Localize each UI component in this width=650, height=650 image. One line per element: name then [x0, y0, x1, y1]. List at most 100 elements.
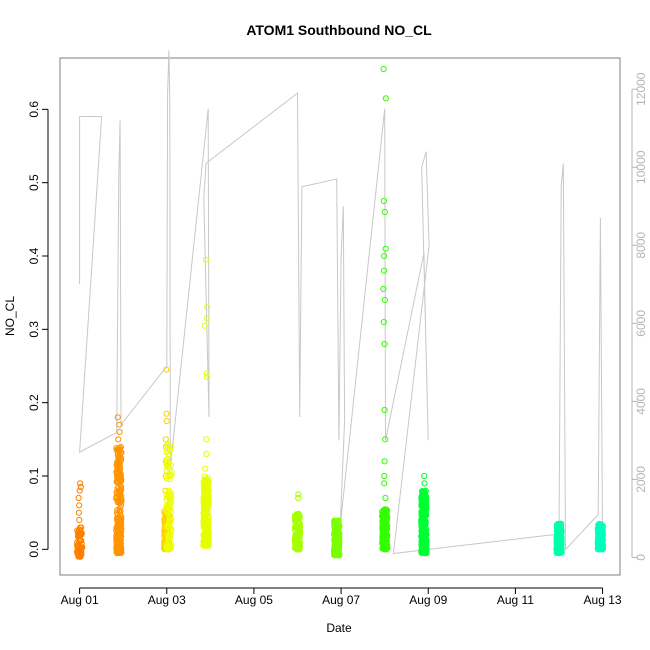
scatter-point: [205, 492, 212, 499]
scatter-point: [166, 534, 173, 541]
scatter-point: [78, 524, 85, 531]
scatter-point: [205, 486, 212, 493]
scatter-point: [166, 519, 174, 526]
secondary-series-line: [79, 50, 604, 555]
scatter-point: [382, 95, 389, 102]
scatter-point: [118, 549, 125, 557]
x-tick-label: Aug 11: [497, 593, 534, 607]
scatter-point: [166, 442, 173, 449]
scatter-point: [419, 500, 427, 507]
y-axis-label: NO_CL: [3, 296, 17, 336]
scatter-point: [163, 504, 170, 511]
x-tick-label: Aug 13: [584, 593, 622, 607]
scatter-point: [77, 483, 84, 491]
scatter-point: [115, 535, 122, 542]
scatter-point: [421, 516, 428, 524]
scatter-point: [165, 459, 172, 466]
scatter-point: [116, 486, 124, 493]
scatter-point: [114, 507, 121, 514]
y2-tick-label: 12000: [634, 72, 648, 106]
scatter-point: [296, 546, 303, 553]
scatter-point: [116, 526, 123, 533]
scatter-point: [381, 340, 388, 348]
scatter-point: [77, 480, 84, 487]
scatter-point: [295, 491, 302, 498]
scatter-point: [331, 518, 338, 526]
scatter-point: [163, 366, 170, 373]
scatter-point: [380, 536, 387, 544]
scatter-point: [418, 528, 425, 535]
scatter-point: [381, 406, 388, 414]
scatter-point: [381, 472, 388, 480]
scatter-point: [163, 410, 170, 417]
scatter-point: [163, 523, 170, 530]
scatter-point: [115, 436, 122, 443]
scatter-point: [418, 539, 425, 546]
scatter-point: [76, 502, 83, 509]
scatter-point: [336, 532, 343, 539]
scatter-point: [553, 527, 561, 535]
y-tick-label: 0.3: [27, 321, 41, 338]
scatter-point: [381, 458, 388, 465]
scatter-point: [597, 534, 605, 541]
scatter-point: [166, 523, 173, 530]
scatter-point: [75, 537, 82, 544]
scatter-point: [420, 488, 428, 495]
y2-tick-label: 0: [634, 554, 648, 561]
scatter-point: [294, 533, 301, 541]
scatter-point: [336, 552, 343, 559]
scatter-point: [163, 541, 170, 548]
scatter-point: [164, 441, 171, 448]
scatter-point: [292, 545, 299, 552]
scatter-point: [382, 543, 389, 551]
scatter-point: [168, 527, 175, 534]
scatter-point: [118, 449, 125, 456]
scatter-point: [164, 463, 171, 471]
scatter-point: [115, 544, 123, 551]
scatter-point: [597, 545, 605, 553]
scatter-point: [166, 472, 173, 480]
scatter-point: [166, 506, 173, 513]
scatter-point: [205, 522, 212, 529]
scatter-point: [163, 417, 170, 425]
scatter-point: [380, 318, 387, 326]
scatter-point: [116, 451, 124, 458]
y-tick-label: 0.5: [27, 174, 41, 191]
scatter-point: [597, 531, 605, 538]
scatter-point: [380, 197, 387, 205]
scatter-point: [557, 522, 564, 530]
scatter-point: [76, 487, 83, 494]
y-tick-label: 0.4: [27, 247, 41, 264]
scatter-point: [295, 519, 302, 526]
y-tick-label: 0.1: [27, 467, 41, 484]
scatter-point: [201, 489, 208, 497]
scatter-point: [203, 534, 210, 541]
scatter-point: [75, 509, 83, 516]
scatter-point: [335, 518, 342, 525]
y2-tick-label: 4000: [634, 388, 648, 415]
x-tick-label: Aug 07: [322, 593, 360, 607]
scatter-point: [295, 513, 302, 520]
scatter-point: [599, 522, 606, 529]
scatter-point: [168, 499, 175, 506]
scatter-point: [201, 514, 208, 522]
scatter-point: [379, 537, 387, 544]
scatter-point: [77, 530, 84, 537]
x-axis-label: Date: [326, 621, 352, 635]
scatter-point: [116, 428, 123, 436]
scatter-point: [118, 498, 125, 505]
scatter-point: [554, 524, 561, 531]
x-tick-label: Aug 01: [61, 593, 99, 607]
scatter-point: [381, 252, 388, 260]
y2-tick-label: 10000: [634, 150, 648, 184]
scatter-point: [165, 493, 172, 500]
scatter-point: [163, 543, 170, 551]
scatter-point: [419, 548, 426, 556]
scatter-point: [380, 65, 387, 73]
scatter-point: [163, 449, 170, 456]
scatter-point: [114, 414, 121, 421]
plot-frame: [59, 57, 621, 576]
scatter-point: [295, 494, 302, 502]
